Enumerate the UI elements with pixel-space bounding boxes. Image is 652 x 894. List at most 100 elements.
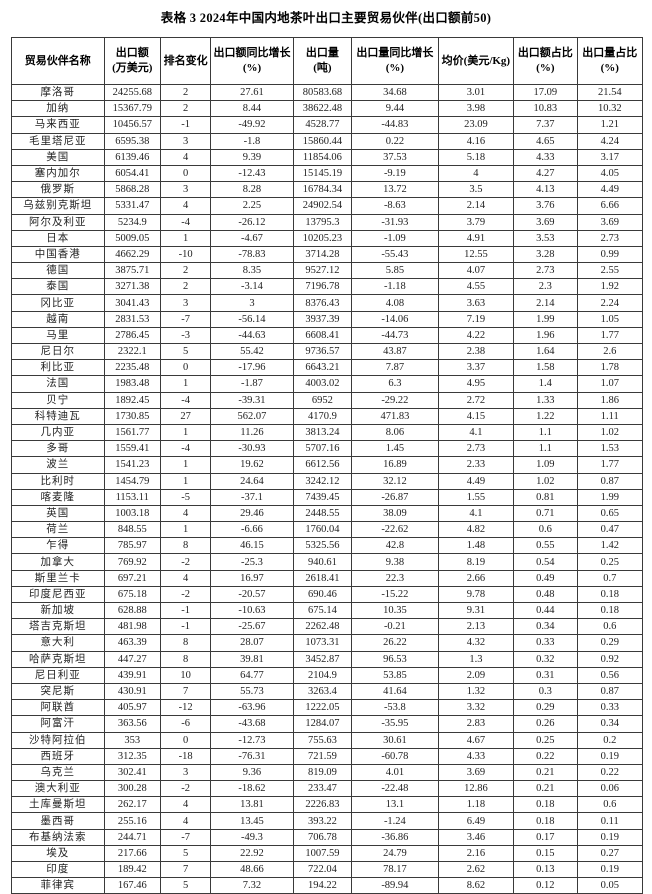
value-cell: 37.53 bbox=[351, 148, 439, 166]
value-cell: -29.22 bbox=[351, 391, 439, 409]
partner-name-cell: 美国 bbox=[11, 148, 105, 166]
value-cell: -1.8 bbox=[210, 132, 294, 150]
value-cell: 3.28 bbox=[513, 245, 578, 264]
value-cell: 6612.56 bbox=[292, 456, 353, 474]
value-cell: 0.55 bbox=[513, 537, 578, 555]
table-row: 印度 189.42 7 48.66 722.04 78.17 2.62 0.13 0.19 bbox=[11, 860, 644, 879]
value-cell: 96.53 bbox=[351, 650, 439, 668]
value-cell: 3.5 bbox=[437, 181, 515, 199]
value-cell: 0.21 bbox=[513, 763, 578, 782]
value-cell: 3.69 bbox=[513, 213, 578, 231]
value-cell: 7.32 bbox=[210, 877, 294, 894]
value-cell: 3.53 bbox=[513, 229, 578, 247]
value-cell: 312.35 bbox=[103, 747, 161, 765]
table-row: 意大利 463.39 8 28.07 1073.31 26.22 4.32 0.33 0.29 bbox=[11, 634, 644, 652]
value-cell: 2.14 bbox=[513, 294, 578, 312]
value-cell: 3 bbox=[159, 294, 212, 312]
table-body: 摩洛哥 24255.68 2 27.61 80583.68 34.68 3.01 17.09 2… bbox=[11, 83, 644, 894]
value-cell: 1007.59 bbox=[292, 844, 353, 863]
value-cell: 4003.02 bbox=[292, 375, 353, 393]
partner-name-cell: 波兰 bbox=[11, 456, 105, 474]
value-cell: 0.27 bbox=[576, 844, 644, 863]
value-cell: -49.3 bbox=[210, 828, 294, 846]
value-cell: 6.3 bbox=[351, 375, 439, 393]
table-row: 印度尼西亚 675.18 -2 -20.57 690.46 -15.22 9.78 0.48 0… bbox=[11, 585, 644, 604]
value-cell: 2.38 bbox=[437, 342, 515, 361]
value-cell: 1.77 bbox=[576, 326, 644, 345]
value-cell: 30.61 bbox=[351, 731, 439, 749]
partner-name-cell: 乌克兰 bbox=[11, 763, 105, 782]
value-cell: 4.67 bbox=[437, 731, 515, 749]
table-row: 塔吉克斯坦 481.98 -1 -25.67 2262.48 -0.21 2.13 0.34 0… bbox=[11, 618, 644, 636]
value-cell: 4.1 bbox=[437, 423, 515, 442]
value-cell: 4 bbox=[159, 504, 212, 523]
value-cell: 1284.07 bbox=[292, 715, 353, 733]
value-cell: 1730.85 bbox=[103, 407, 161, 425]
value-cell: 13.81 bbox=[210, 796, 294, 814]
partner-name-cell: 几内亚 bbox=[11, 423, 105, 442]
value-cell: 24.79 bbox=[351, 844, 439, 863]
value-cell: 13.45 bbox=[210, 812, 294, 830]
value-cell: 675.14 bbox=[292, 601, 353, 620]
value-cell: 78.17 bbox=[351, 860, 439, 879]
value-cell: 10.35 bbox=[351, 601, 439, 620]
value-cell: 439.91 bbox=[103, 666, 161, 684]
table-row: 利比亚 2235.48 0 -17.96 6643.21 7.87 3.37 1.58 1.78 bbox=[11, 359, 644, 377]
table-row: 波兰 1541.23 1 19.62 6612.56 16.89 2.33 1.09 1.77 bbox=[11, 456, 644, 474]
value-cell: 675.18 bbox=[103, 585, 161, 604]
value-cell: 7439.45 bbox=[292, 488, 353, 506]
value-cell: 4.33 bbox=[437, 747, 515, 765]
value-cell: -78.83 bbox=[210, 245, 294, 264]
value-cell: 0.99 bbox=[576, 245, 644, 264]
value-cell: -76.31 bbox=[210, 747, 294, 765]
value-cell: 0.81 bbox=[513, 488, 578, 506]
partner-name-cell: 加拿大 bbox=[11, 553, 105, 571]
table-row: 哈萨克斯坦 447.27 8 39.81 3452.87 96.53 1.3 0.32 0.92 bbox=[11, 650, 644, 668]
value-cell: 13.72 bbox=[351, 181, 439, 199]
table-row: 科特迪瓦 1730.85 27 562.07 4170.9 471.83 4.15 1.22 1… bbox=[11, 407, 644, 425]
value-cell: 43.87 bbox=[351, 342, 439, 361]
value-cell: 1003.18 bbox=[103, 504, 161, 523]
column-header: 出口量同比增长 (%) bbox=[351, 37, 439, 85]
partner-name-cell: 加纳 bbox=[11, 100, 105, 118]
table-row: 菲律宾 167.46 5 7.32 194.22 -89.94 8.62 0.12 0.05 bbox=[11, 877, 644, 894]
value-cell: -12.73 bbox=[210, 731, 294, 749]
value-cell: -2 bbox=[159, 780, 212, 798]
value-cell: 42.8 bbox=[351, 537, 439, 555]
value-cell: 22.92 bbox=[210, 844, 294, 863]
value-cell: 697.21 bbox=[103, 569, 161, 587]
partner-name-cell: 阿富汗 bbox=[11, 715, 105, 733]
value-cell: 34.68 bbox=[351, 83, 439, 102]
value-cell: 1 bbox=[159, 423, 212, 442]
value-cell: 2448.55 bbox=[292, 504, 353, 523]
value-cell: 2.73 bbox=[576, 229, 644, 247]
value-cell: 1 bbox=[159, 472, 212, 490]
table-header: 贸易伙伴名称 出口额 (万美元) 排名变化 出口额同比增长 (%) 出口量 (吨) 出口量… bbox=[11, 37, 644, 85]
value-cell: 4.1 bbox=[437, 504, 515, 523]
value-cell: -1.87 bbox=[210, 375, 294, 393]
value-cell: 5009.05 bbox=[103, 229, 161, 247]
value-cell: 0.05 bbox=[576, 877, 644, 894]
value-cell: 1.09 bbox=[513, 456, 578, 474]
value-cell: -8.63 bbox=[351, 197, 439, 215]
value-cell: 3242.12 bbox=[292, 472, 353, 490]
table-row: 埃及 217.66 5 22.92 1007.59 24.79 2.16 0.15 0.27 bbox=[11, 844, 644, 863]
partner-name-cell: 斯里兰卡 bbox=[11, 569, 105, 587]
value-cell: 1 bbox=[159, 375, 212, 393]
value-cell: -43.68 bbox=[210, 715, 294, 733]
value-cell: 0.19 bbox=[576, 828, 644, 846]
value-cell: 481.98 bbox=[103, 618, 161, 636]
value-cell: 7196.78 bbox=[292, 278, 353, 296]
value-cell: 13795.3 bbox=[292, 213, 353, 231]
partner-name-cell: 越南 bbox=[11, 310, 105, 328]
value-cell: 262.17 bbox=[103, 796, 161, 814]
partner-name-cell: 摩洛哥 bbox=[11, 83, 105, 102]
value-cell: 17.09 bbox=[513, 83, 578, 102]
value-cell: 1.45 bbox=[351, 440, 439, 458]
value-cell: 2 bbox=[159, 262, 212, 280]
partner-name-cell: 比利时 bbox=[11, 472, 105, 490]
value-cell: 7.37 bbox=[513, 116, 578, 134]
value-cell: 0.65 bbox=[576, 504, 644, 523]
value-cell: 2.13 bbox=[437, 618, 515, 636]
table-row: 冈比亚 3041.43 3 3 8376.43 4.08 3.63 2.14 2.24 bbox=[11, 294, 644, 312]
